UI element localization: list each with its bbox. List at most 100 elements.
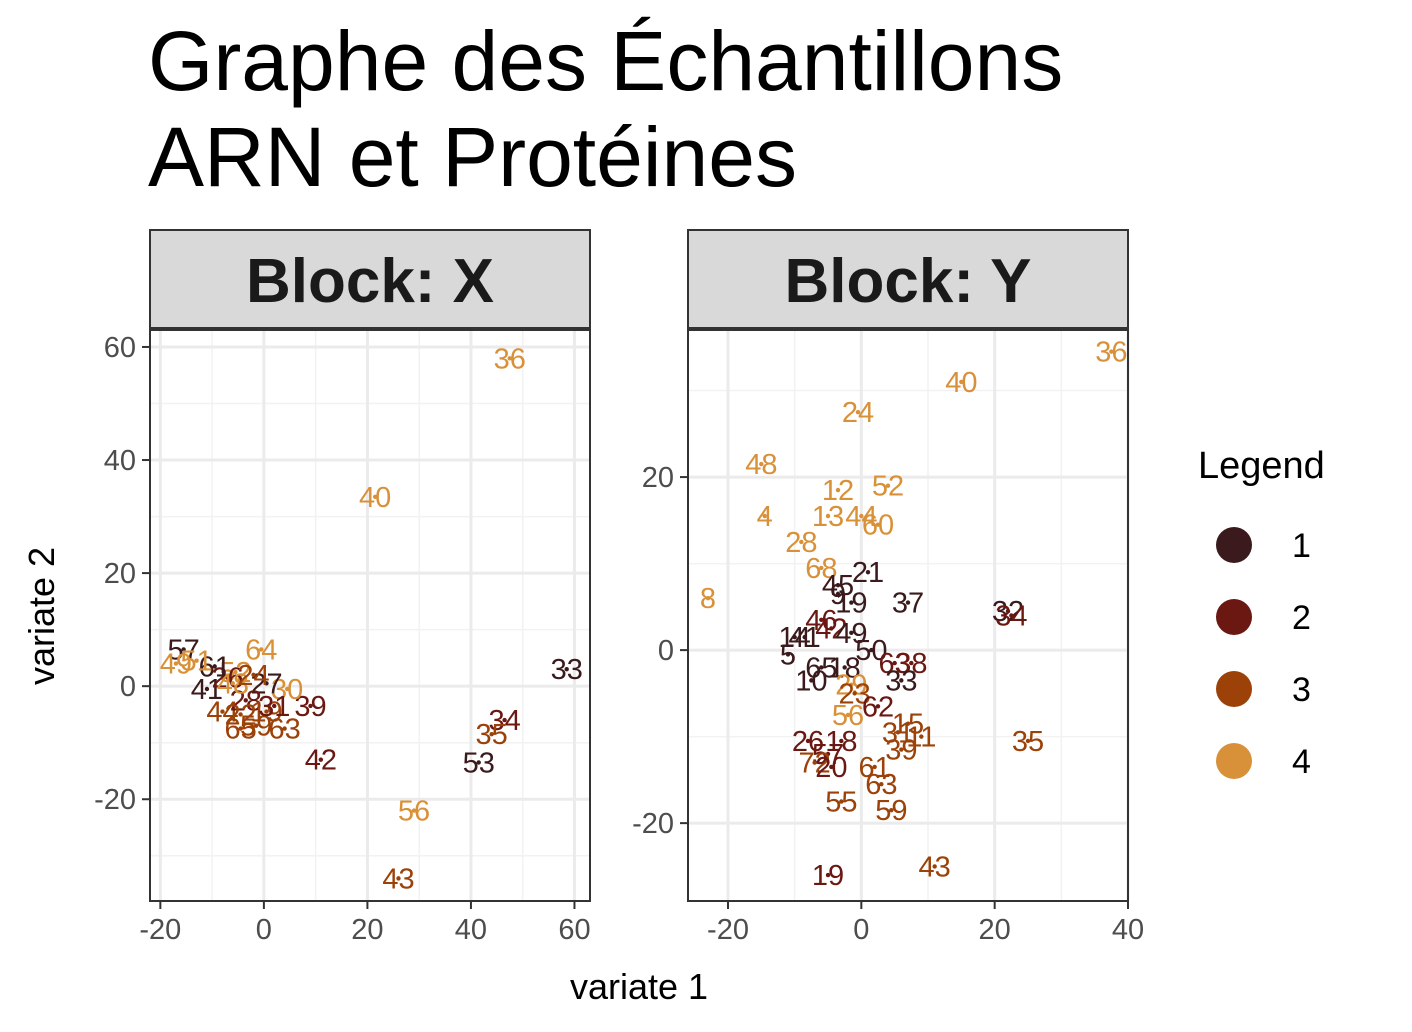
point-label: 50 [855, 635, 887, 667]
point-label: 37 [892, 588, 924, 620]
point-label: 8 [700, 583, 716, 615]
point-label: 35 [1012, 726, 1044, 758]
data-point [259, 647, 264, 652]
data-point [809, 678, 814, 683]
data-point [173, 661, 179, 666]
point-label: 43 [919, 851, 951, 883]
axis-ticks: -20 0 20 40 60 -20 0 20 40 60 [94, 332, 591, 946]
legend-title: Legend [1198, 445, 1325, 487]
point-label: 21 [852, 557, 884, 589]
data-point [805, 738, 811, 744]
chart-title-line-2: ARN et Protéines [148, 110, 797, 204]
point-label: 62 [862, 691, 894, 723]
point-label: 5 [780, 639, 796, 671]
point-label: 63 [879, 648, 911, 680]
point-label: 27 [250, 668, 282, 700]
point-label: 52 [219, 657, 251, 689]
point-label: 19 [812, 860, 844, 892]
data-point [865, 570, 871, 575]
data-point [502, 717, 507, 723]
data-point [879, 782, 884, 787]
data-point [220, 709, 225, 714]
point-label: 24 [237, 660, 269, 692]
point-label: 22 [224, 699, 256, 731]
strip-label-block-x: Block: X [246, 247, 494, 316]
data-point [272, 703, 277, 709]
data-point [1025, 738, 1031, 744]
data-point [932, 864, 937, 869]
strip-background [149, 229, 591, 329]
data-point [849, 600, 854, 605]
x-tick-label: 40 [1112, 914, 1144, 946]
point-label: 15 [892, 709, 924, 741]
point-label: 39 [294, 691, 326, 723]
data-point [243, 698, 248, 703]
point-label: 61 [199, 651, 231, 683]
point-label: 33 [885, 665, 917, 697]
data-point [489, 732, 494, 737]
legend-key [1216, 743, 1252, 779]
data-point [308, 703, 313, 709]
point-label: 45 [822, 570, 854, 602]
data-point [885, 483, 891, 488]
point-label: 20 [815, 752, 847, 784]
y-tick-label: -20 [632, 808, 674, 840]
legend: Legend 1 2 3 4 [1198, 445, 1325, 781]
data-point [829, 626, 834, 631]
data-point [238, 726, 243, 731]
x-tick-label: 0 [853, 914, 869, 946]
point-label: 26 [212, 663, 244, 695]
point-label: 10 [795, 665, 827, 697]
data-point [842, 665, 847, 670]
data-point [849, 630, 854, 636]
data-point [829, 764, 834, 770]
data-point [564, 667, 569, 672]
point-label: 28 [785, 527, 817, 559]
data-point [396, 876, 401, 881]
point-label: 42 [815, 613, 847, 645]
data-point [264, 709, 269, 714]
point-label: 18 [829, 652, 861, 684]
data-point [835, 487, 841, 493]
data-point [759, 461, 764, 467]
point-label: 41 [789, 622, 821, 654]
point-label: 43 [382, 863, 414, 895]
data-point [194, 658, 199, 663]
point-label: 31 [258, 691, 290, 723]
point-label: 26 [792, 726, 824, 758]
legend-label: 3 [1292, 671, 1311, 709]
point-label: 31 [882, 717, 914, 749]
axis-ticks: -20 0 20 40 -20 0 20 [632, 462, 1144, 946]
data-point [251, 672, 256, 678]
point-label: 33 [551, 654, 583, 686]
point-label: 13 [812, 501, 844, 533]
point-label: 55 [825, 787, 857, 819]
point-label: 51 [180, 646, 212, 678]
data-point [849, 682, 854, 687]
y-tick-label: 60 [104, 332, 136, 364]
data-point [1005, 608, 1011, 614]
point-label: 11 [906, 722, 936, 754]
data-point [238, 712, 243, 717]
data-point [825, 872, 831, 878]
data-point [839, 738, 844, 744]
data-point [799, 539, 804, 545]
point-label: 56 [832, 700, 864, 732]
strip-background [687, 229, 1129, 329]
point-label: 32 [992, 596, 1024, 628]
point-label: 9 [830, 579, 846, 611]
data-point [875, 704, 881, 709]
data-point [825, 751, 831, 757]
point-label: 59 [875, 795, 907, 827]
x-tick-label: 20 [351, 914, 383, 946]
y-tick-label: -20 [94, 784, 136, 816]
point-label: 40 [945, 367, 977, 399]
x-axis-title: variate 1 [570, 966, 708, 1007]
grid-lines [150, 330, 590, 901]
point-label: 68 [805, 553, 837, 585]
y-tick-label: 20 [104, 558, 136, 590]
data-point [905, 600, 911, 605]
data-point [905, 721, 911, 726]
data-point [253, 723, 259, 728]
